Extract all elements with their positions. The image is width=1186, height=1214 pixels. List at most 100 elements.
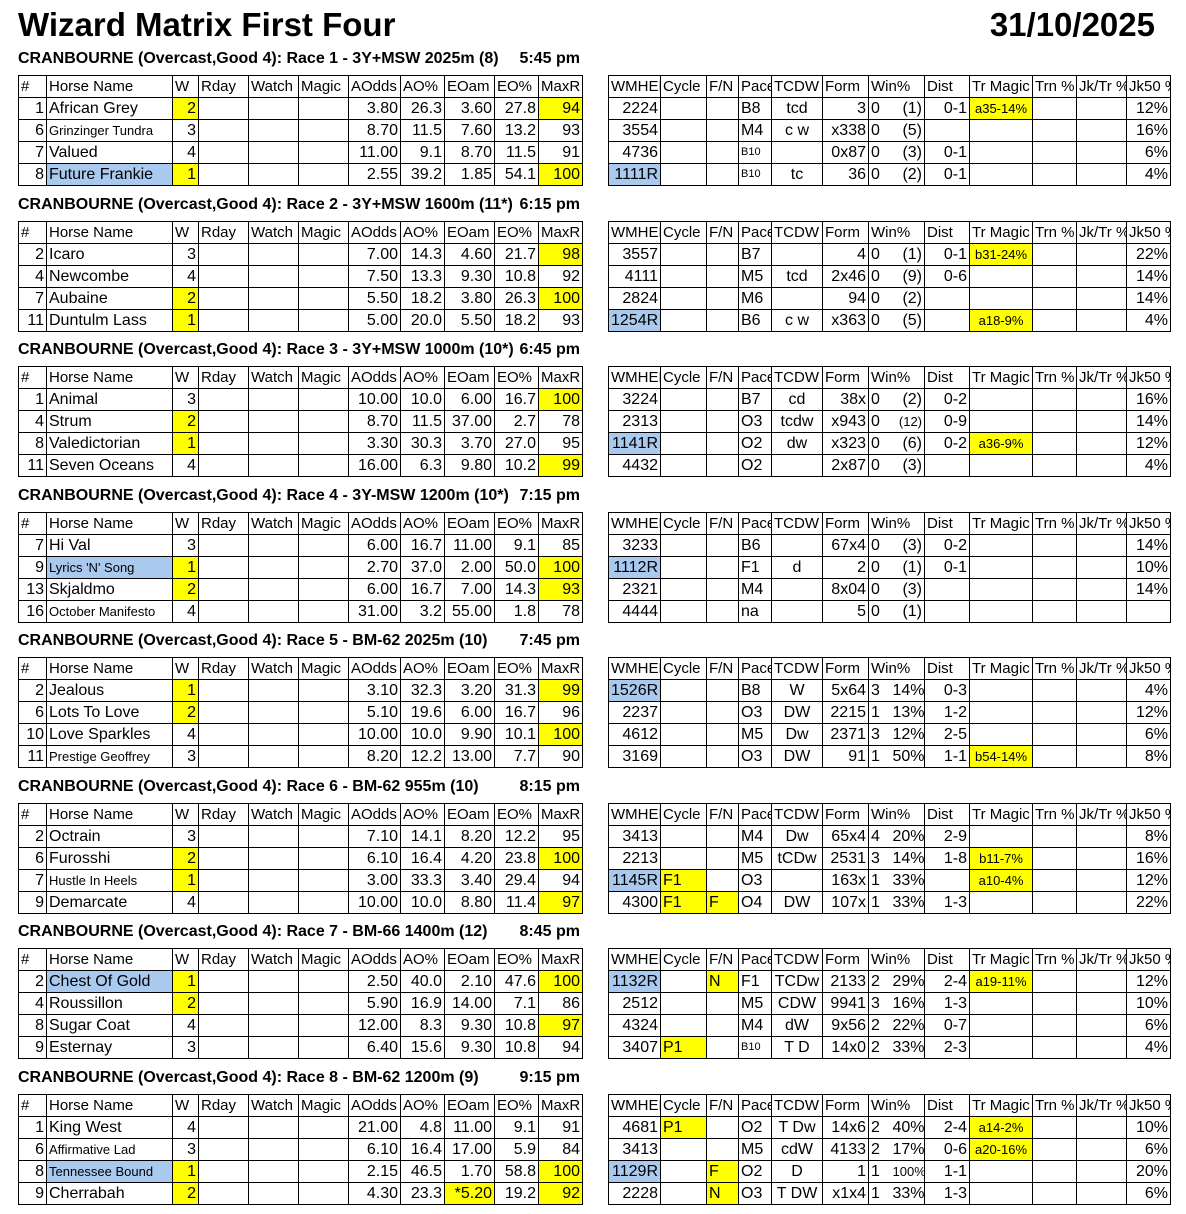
column-header: F/N bbox=[707, 658, 739, 680]
trn-pct bbox=[1033, 433, 1077, 455]
eo-am: 3.80 bbox=[445, 287, 495, 309]
column-header: Dist bbox=[925, 512, 970, 534]
form: 94 bbox=[823, 287, 869, 309]
win-count: 0 bbox=[869, 389, 891, 411]
column-header: Rday bbox=[199, 803, 249, 825]
cycle: F1 bbox=[661, 869, 707, 891]
trn-pct bbox=[1033, 746, 1077, 768]
runner-number: 6 bbox=[19, 1138, 47, 1160]
trn-pct bbox=[1033, 702, 1077, 724]
jk-tr-pct bbox=[1077, 120, 1127, 142]
magic bbox=[299, 578, 349, 600]
eo-pct: 58.8 bbox=[495, 1160, 539, 1182]
trn-pct bbox=[1033, 971, 1077, 993]
column-header: EO% bbox=[495, 949, 539, 971]
wmher: 4444 bbox=[609, 600, 661, 622]
ao-pct: 16.7 bbox=[401, 578, 445, 600]
tcdw bbox=[772, 534, 823, 556]
column-header: Magic bbox=[299, 803, 349, 825]
wmher: 1132R bbox=[609, 971, 661, 993]
eo-pct: 31.3 bbox=[495, 680, 539, 702]
column-header: AOdds bbox=[349, 76, 401, 98]
rday bbox=[199, 847, 249, 869]
magic bbox=[299, 724, 349, 746]
tcdw: DW bbox=[772, 891, 823, 913]
max-rating: 97 bbox=[539, 891, 583, 913]
w-rank: 3 bbox=[173, 120, 199, 142]
rday bbox=[199, 164, 249, 186]
wmher: 1141R bbox=[609, 433, 661, 455]
column-header: AO% bbox=[401, 1094, 445, 1116]
horse-name: Icaro bbox=[47, 243, 173, 265]
horse-name: Affirmative Lad bbox=[47, 1138, 173, 1160]
runner-number: 9 bbox=[19, 556, 47, 578]
column-header: Cycle bbox=[661, 949, 707, 971]
column-header: Horse Name bbox=[47, 76, 173, 98]
